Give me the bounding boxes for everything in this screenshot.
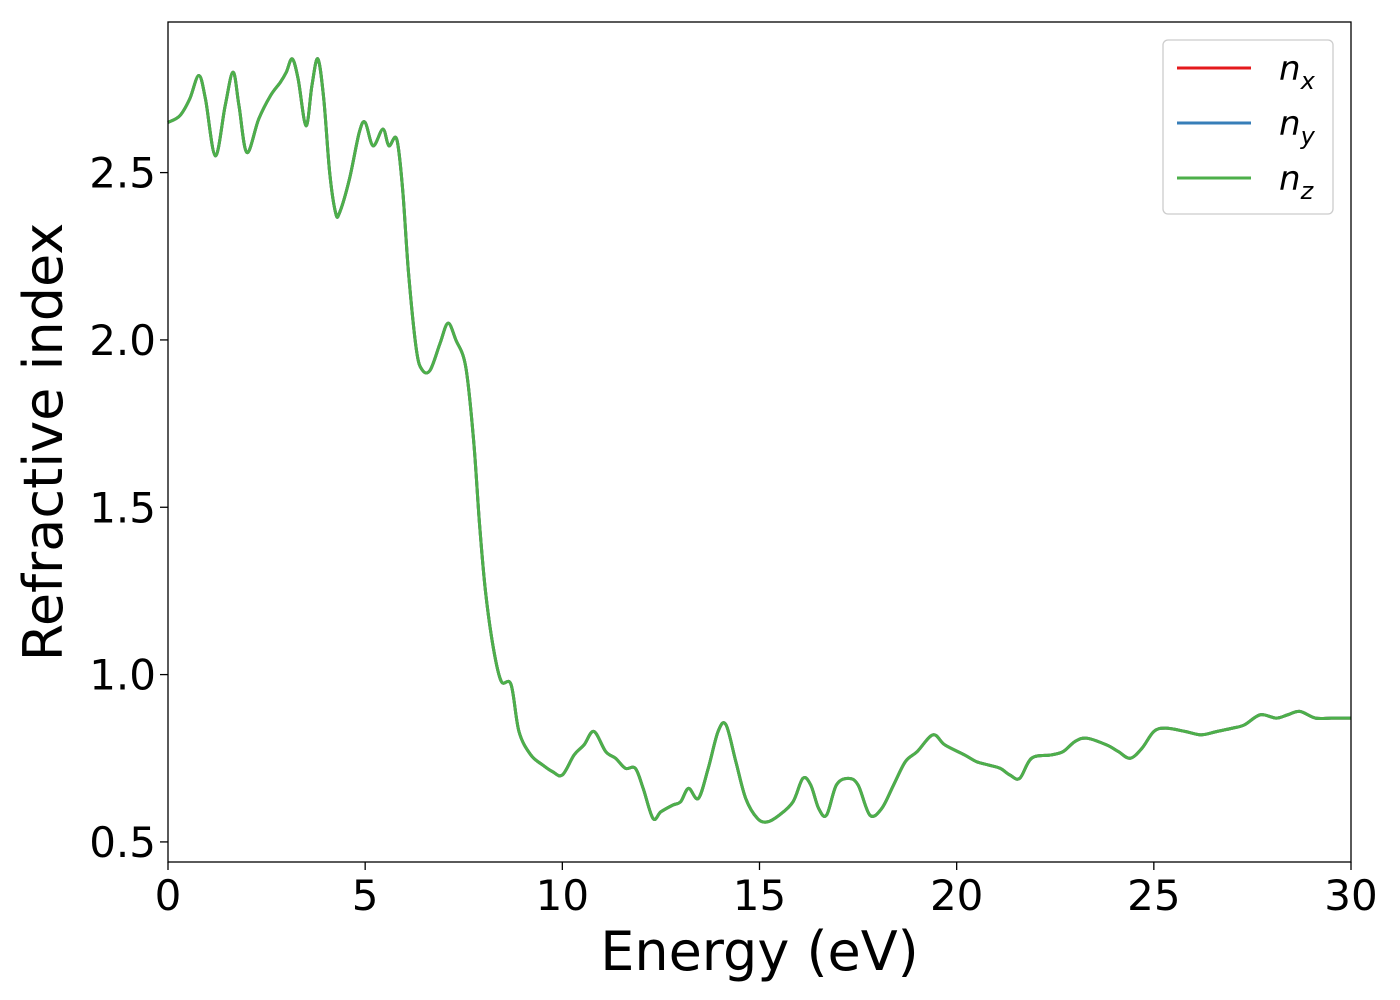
y-axis: 0.5 1.0 1.5 2.0 2.5 bbox=[89, 149, 168, 867]
legend: nx ny nz bbox=[1162, 39, 1334, 215]
x-tick-label: 5 bbox=[352, 871, 379, 920]
legend-box bbox=[1162, 39, 1334, 215]
series-line-n-z bbox=[167, 57, 1351, 824]
plot-area bbox=[168, 22, 1351, 862]
legend-label-ny: ny bbox=[1279, 104, 1316, 150]
legend-label-nx: nx bbox=[1279, 49, 1316, 95]
x-tick-label: 25 bbox=[1127, 871, 1180, 920]
y-tick-label: 1.0 bbox=[89, 651, 156, 700]
series-layer bbox=[167, 57, 1351, 824]
x-tick-label: 20 bbox=[930, 871, 983, 920]
y-tick-label: 2.0 bbox=[89, 316, 156, 365]
y-tick-label: 1.5 bbox=[89, 483, 156, 532]
x-tick-label: 15 bbox=[733, 871, 786, 920]
x-tick-label: 10 bbox=[536, 871, 589, 920]
y-tick-label: 2.5 bbox=[89, 149, 156, 198]
x-tick-label: 30 bbox=[1324, 871, 1377, 920]
x-axis: 0 5 10 15 20 25 30 bbox=[155, 862, 1378, 920]
x-tick-label: 0 bbox=[155, 871, 182, 920]
legend-label-nz: nz bbox=[1279, 159, 1315, 205]
y-axis-label: Refractive index bbox=[12, 223, 75, 662]
y-tick-label: 0.5 bbox=[89, 818, 156, 867]
x-axis-label: Energy (eV) bbox=[600, 920, 919, 983]
